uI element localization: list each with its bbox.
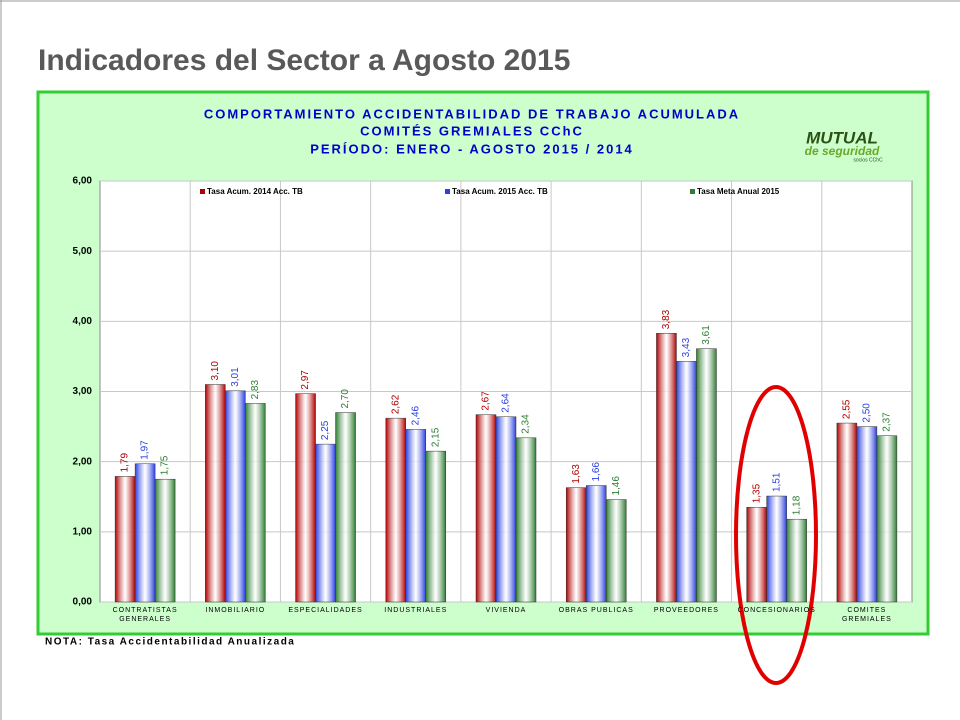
- value-label: 1,51: [771, 472, 782, 492]
- chart-title: COMPORTAMIENTO ACCIDENTABILIDAD DE TRABA…: [204, 106, 740, 121]
- logo-name: MUTUAL: [806, 128, 878, 147]
- value-label: 3,10: [210, 361, 221, 381]
- value-label: 1,79: [120, 453, 131, 473]
- value-label: 1,75: [160, 455, 171, 475]
- value-label: 2,70: [340, 389, 351, 409]
- x-tick-label: OBRAS PUBLICAS: [558, 607, 634, 614]
- bar: [746, 507, 767, 603]
- chart-title: COMITÉS GREMIALES CChC: [360, 123, 584, 138]
- value-label: 2,15: [430, 427, 441, 447]
- bar: [856, 426, 878, 603]
- value-label: 1,97: [140, 440, 151, 460]
- value-label: 1,46: [611, 476, 622, 496]
- logo-sub: socios CChC: [853, 157, 883, 163]
- value-label: 3,01: [230, 367, 241, 387]
- bar: [585, 485, 607, 603]
- value-label: 3,61: [701, 325, 712, 345]
- highlight-ellipse: [734, 385, 818, 685]
- y-tick-label: 0,00: [73, 597, 93, 608]
- legend-swatch: [445, 189, 450, 194]
- value-label: 2,34: [521, 414, 532, 434]
- bar: [114, 476, 136, 603]
- value-label: 3,83: [661, 309, 672, 329]
- chart-title: PERÍODO: ENERO - AGOSTO 2015 / 2014: [310, 141, 634, 156]
- legend-label: Tasa Meta Anual 2015: [697, 187, 780, 196]
- x-tick-label: CONCESIONARIOS: [737, 607, 816, 614]
- x-tick-label: VIVIENDA: [485, 607, 527, 614]
- bar: [786, 518, 807, 603]
- bar: [836, 422, 858, 603]
- legend-label: Tasa Acum. 2015 Acc. TB: [452, 187, 548, 196]
- bar: [605, 499, 627, 603]
- value-label: 2,83: [250, 380, 261, 400]
- bar: [295, 393, 316, 603]
- value-label: 1,35: [751, 483, 762, 503]
- bar: [475, 414, 497, 603]
- x-tick-label: INDUSTRIALES: [384, 607, 448, 614]
- bar: [565, 487, 587, 603]
- bar: [225, 390, 246, 603]
- legend-swatch: [200, 189, 205, 194]
- value-label: 1,63: [571, 464, 582, 484]
- value-label: 2,55: [842, 399, 853, 419]
- y-tick-label: 4,00: [73, 316, 93, 327]
- bar: [495, 416, 517, 603]
- value-label: 2,46: [410, 405, 421, 425]
- bar: [676, 361, 697, 603]
- x-tick-label: PROVEEDORES: [653, 607, 719, 614]
- value-label: 2,97: [300, 370, 311, 390]
- value-label: 2,37: [882, 412, 893, 432]
- value-label: 3,43: [681, 337, 692, 357]
- legend-swatch: [690, 189, 695, 194]
- bar: [154, 478, 176, 603]
- bar: [656, 333, 677, 603]
- bar: [425, 450, 447, 603]
- y-tick-label: 6,00: [73, 176, 93, 187]
- value-label: 2,50: [862, 403, 873, 423]
- value-label: 2,62: [390, 394, 401, 414]
- bar: [696, 348, 717, 603]
- value-label: 2,64: [501, 393, 512, 413]
- logo-tagline: de seguridad: [805, 144, 880, 158]
- bar: [335, 412, 356, 603]
- bar: [405, 429, 427, 603]
- y-tick-label: 2,00: [73, 456, 93, 467]
- bar: [245, 403, 266, 603]
- y-tick-label: 5,00: [73, 246, 93, 257]
- bar: [385, 417, 407, 603]
- bar: [205, 384, 226, 603]
- value-label: 1,18: [791, 495, 802, 515]
- page-title: Indicadores del Sector a Agosto 2015: [38, 44, 570, 77]
- bar: [515, 437, 537, 603]
- y-tick-label: 3,00: [73, 386, 93, 397]
- x-tick-label: INMOBILIARIO: [205, 607, 266, 614]
- bar: [876, 435, 898, 603]
- value-label: 1,66: [591, 462, 602, 482]
- value-label: 2,67: [481, 391, 492, 411]
- y-tick-label: 1,00: [73, 526, 93, 537]
- x-tick-label: CONTRATISTAS GENERALES: [112, 607, 178, 623]
- x-tick-label: ESPECIALIDADES: [288, 607, 363, 614]
- bar: [315, 443, 336, 603]
- x-tick-label: COMITES GREMIALES: [841, 607, 892, 623]
- value-label: 2,25: [320, 420, 331, 440]
- bar: [134, 463, 156, 603]
- legend-label: Tasa Acum. 2014 Acc. TB: [207, 187, 303, 196]
- bar: [766, 495, 787, 603]
- note: NOTA: Tasa Accidentabilidad Anualizada: [45, 637, 295, 648]
